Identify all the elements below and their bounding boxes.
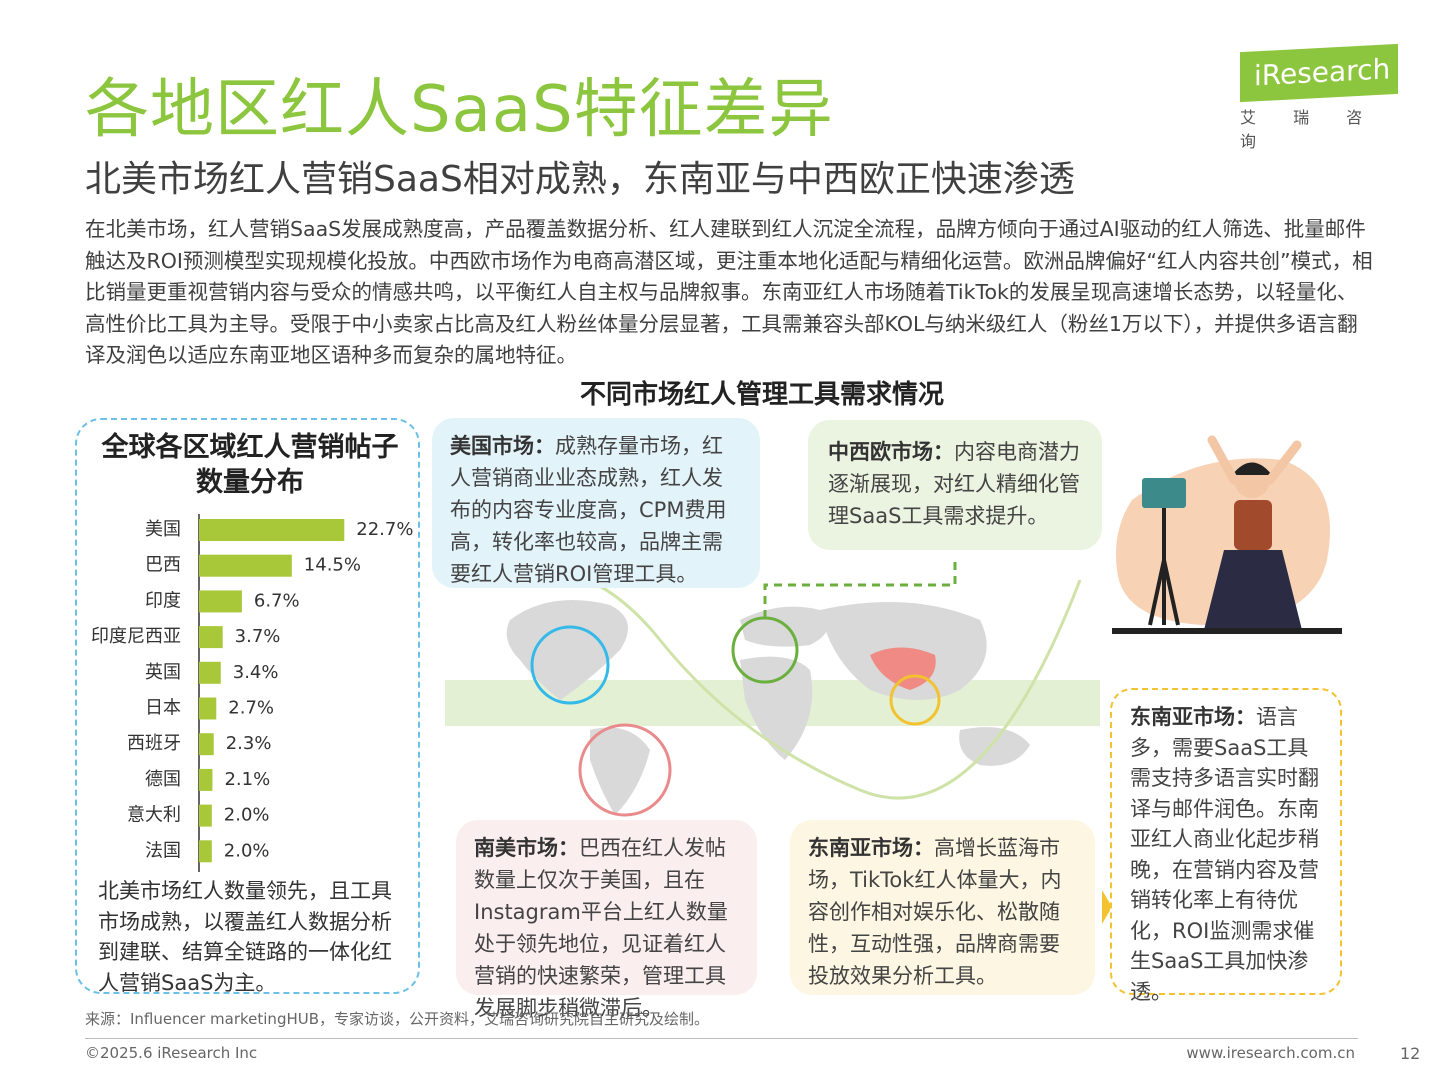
bar bbox=[199, 733, 214, 756]
bar bbox=[199, 768, 213, 791]
intro: 在北美市场，红人营销SaaS发展成熟度高，产品覆盖数据分析、红人建联到红人沉淀全… bbox=[85, 217, 1373, 367]
category-label: 日本 bbox=[145, 698, 181, 719]
value-label: 2.0% bbox=[224, 805, 270, 826]
card-label: 东南亚市场： bbox=[1130, 705, 1256, 729]
copyright: ©2025.6 iResearch Inc bbox=[85, 1044, 258, 1062]
card-sea-detail: 东南亚市场：语言多，需要SaaS工具需支持多语言实时翻译与邮件润色。东南亚红人商… bbox=[1110, 688, 1342, 1004]
value-label: 22.7% bbox=[356, 519, 413, 540]
arrow bbox=[1102, 890, 1112, 924]
card-us: 美国市场：成熟存量市场，红人营销商业业态成熟，红人发布的内容专业度高，CPM费用… bbox=[432, 418, 760, 588]
value-label: 2.3% bbox=[226, 733, 272, 754]
subtitle: 北美市场红人营销SaaS相对成熟，东南亚与中西欧正快速渗透 bbox=[85, 159, 1075, 200]
illustration bbox=[1112, 435, 1342, 634]
chart-panel bbox=[75, 418, 420, 994]
category-label: 巴西 bbox=[145, 555, 181, 576]
card-text: 内容电商潜力逐渐展现，对红人精细化管理SaaS工具需求提升。 bbox=[828, 440, 1080, 528]
category-label: 意大利 bbox=[127, 805, 181, 826]
logo-cn: 艾 瑞 咨 询 bbox=[1240, 108, 1379, 151]
category-label: 印度尼西亚 bbox=[91, 626, 181, 647]
page-number: 12 bbox=[1400, 1044, 1421, 1063]
title: 各地区红人SaaS特征差异 bbox=[85, 73, 834, 147]
bar bbox=[199, 661, 221, 684]
china bbox=[870, 647, 936, 690]
bar bbox=[199, 554, 292, 577]
bar-chart: 美国 22.7% 巴西 14.5% 印度 6.7% 印度尼西亚 3.7% 英国 3.4% 日本 2.7… bbox=[91, 514, 413, 872]
value-label: 2.0% bbox=[224, 840, 270, 861]
card-label: 东南亚市场： bbox=[808, 836, 934, 860]
value-label: 3.7% bbox=[235, 626, 281, 647]
source: 来源：Influencer marketingHUB，专家访谈，公开资料，艾瑞咨… bbox=[85, 1010, 710, 1028]
connector bbox=[763, 560, 957, 618]
card-text: 巴西在红人发帖数量上仅次于美国，且在Instagram平台上红人数量处于领先地位… bbox=[474, 836, 728, 1020]
bar bbox=[199, 626, 223, 649]
category-label: 印度 bbox=[145, 590, 181, 611]
chart-title: 全球各区域红人营销帖子数量分布 bbox=[101, 432, 399, 498]
circle-sa bbox=[578, 723, 672, 817]
category-label: 德国 bbox=[145, 769, 181, 790]
bar bbox=[199, 590, 242, 613]
footer-rule bbox=[85, 1038, 1358, 1039]
value-label: 6.7% bbox=[254, 590, 300, 611]
card-text: 高增长蓝海市场，TikTok红人体量大，内容创作相对娱乐化、松散随性，互动性强，… bbox=[808, 836, 1062, 988]
card-text: 语言多，需要SaaS工具需支持多语言实时翻译与邮件润色。东南亚红人商业化起步稍晚… bbox=[1130, 705, 1319, 1004]
value-label: 14.5% bbox=[304, 555, 361, 576]
card-text: 成熟存量市场，红人营销商业业态成熟，红人发布的内容专业度高，CPM费用高，转化率… bbox=[450, 434, 727, 586]
category-label: 西班牙 bbox=[127, 733, 181, 754]
value-label: 2.7% bbox=[228, 698, 274, 719]
card-label: 南美市场： bbox=[474, 836, 579, 860]
card-sea: 东南亚市场：高增长蓝海市场，TikTok红人体量大，内容创作相对娱乐化、松散随性… bbox=[790, 820, 1095, 995]
world-map bbox=[445, 560, 1100, 817]
bar bbox=[199, 840, 212, 863]
category-label: 美国 bbox=[145, 519, 181, 540]
section-title: 不同市场红人管理工具需求情况 bbox=[579, 380, 944, 410]
bar bbox=[199, 804, 212, 827]
circle-sea bbox=[889, 674, 941, 726]
card-cee: 中西欧市场：内容电商潜力逐渐展现，对红人精细化管理SaaS工具需求提升。 bbox=[808, 420, 1102, 550]
value-label: 3.4% bbox=[233, 662, 279, 683]
bar bbox=[199, 697, 217, 720]
card-label: 美国市场： bbox=[450, 434, 555, 458]
card-sa: 南美市场：巴西在红人发帖数量上仅次于美国，且在Instagram平台上红人数量处… bbox=[456, 820, 757, 1020]
logo: iResearch bbox=[1240, 43, 1398, 103]
value-label: 2.1% bbox=[224, 769, 270, 790]
url: www.iresearch.com.cn bbox=[1186, 1044, 1355, 1062]
bar bbox=[199, 519, 345, 541]
category-label: 英国 bbox=[145, 662, 181, 683]
card-label: 中西欧市场： bbox=[828, 440, 954, 464]
category-label: 法国 bbox=[145, 840, 181, 861]
chart-note: 北美市场红人数量领先，且工具市场成熟，以覆盖红人数据分析到建联、结算全链路的一体… bbox=[98, 879, 392, 995]
circle-us bbox=[530, 625, 610, 705]
